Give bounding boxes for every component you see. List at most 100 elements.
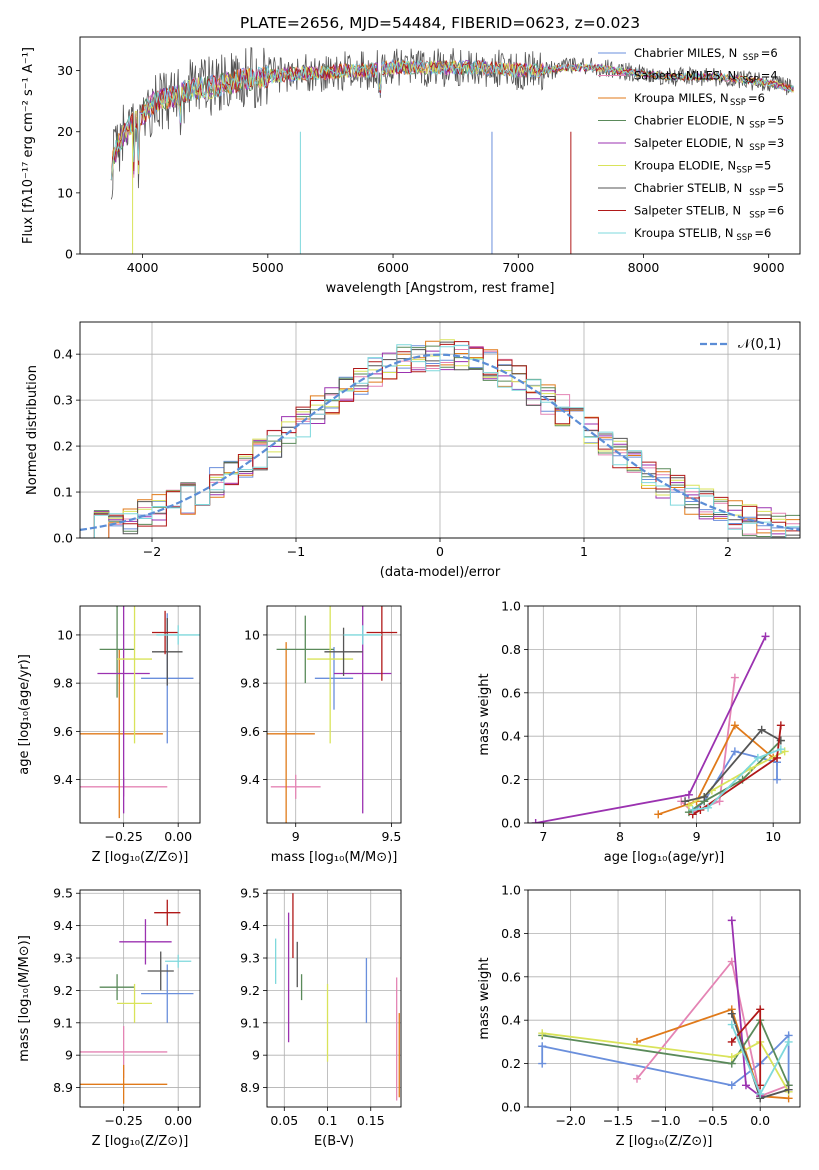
mass_vs_Z-ytick-label: 9.2 — [53, 983, 73, 998]
legend-subscript: SSP — [743, 76, 759, 86]
weight-point-marker — [727, 916, 736, 925]
age_vs_Z-ytick-label: 9.4 — [53, 772, 73, 787]
mass_vs_Z-ylabel: mass [log₁₀(M/M⊙)] — [17, 935, 32, 1062]
legend-nssp: =6 — [754, 226, 771, 240]
age_vs_mass-xlabel: mass [log₁₀(M/M⊙)] — [271, 850, 398, 865]
mass_vs_Z-xlabel: Z [log₁₀(Z/Z⊙)] — [92, 1134, 189, 1149]
weight_vs_Z-xlabel: Z [log₁₀(Z/Z⊙)] — [616, 1134, 713, 1149]
residuals-xtick-label: 2 — [724, 544, 732, 559]
spectrum-ytick-label: 0 — [65, 247, 73, 262]
weight_vs_age-panel: 7 8 9 10 0.0 0.2 0.4 0.6 0.8 1.0 age [log₁₀(age/yr… — [477, 599, 801, 865]
normal-reference-curve — [80, 353, 800, 531]
weight-series-line — [535, 636, 767, 823]
spectrum-xtick-label: 8000 — [628, 260, 660, 275]
weight_vs_Z-panel: −2.0 −1.5 −1.0 −0.5 0.0 0.0 0.2 0.4 0.6 0.8 1.0 Z [… — [477, 883, 801, 1149]
legend-label: Chabrier ELODIE, N — [634, 114, 745, 128]
weight-point-marker — [727, 1037, 736, 1046]
residuals-ytick-label: 0.2 — [53, 439, 73, 454]
weight-point-marker — [753, 753, 762, 762]
weight-series-line — [692, 725, 782, 816]
weight-point-marker — [727, 1009, 736, 1018]
residuals-xtick-label: −1 — [287, 544, 305, 559]
mass_vs_ebv-plot-area — [274, 893, 400, 1101]
axes-frame — [79, 889, 201, 1108]
mass_vs_ebv-ytick-label: 9.1 — [240, 1015, 260, 1030]
weight_vs_Z-ytick-label: 0.0 — [501, 1100, 521, 1115]
weight-series-line — [688, 739, 782, 813]
weight-series-line — [658, 723, 774, 816]
weight_vs_age-xtick-label: 7 — [539, 829, 547, 844]
age_vs_mass-ytick-label: 9.6 — [240, 724, 260, 739]
age_vs_Z-xlabel: Z [log₁₀(Z/Z⊙)] — [92, 850, 189, 865]
weight_vs_Z-plot-area — [538, 916, 793, 1103]
weight-point-marker — [756, 1005, 765, 1014]
residuals-ytick-label: 0.0 — [53, 531, 73, 546]
mass_vs_Z-ytick-label: 9 — [65, 1048, 73, 1063]
weight_vs_Z-xtick-label: −2.0 — [555, 1113, 585, 1128]
mass_vs_ebv-xtick-label: 0.05 — [270, 1113, 298, 1128]
age_vs_Z-panel: −0.25 0.00 9.4 9.6 9.8 10 Z [log₁₀(Z/Z⊙)] age [… — [17, 605, 201, 865]
weight-point-marker — [727, 1081, 736, 1090]
weight_vs_age-ytick-label: 0.8 — [501, 642, 521, 657]
mass_vs_ebv-ytick-label: 9 — [252, 1048, 260, 1063]
weight-point-marker — [688, 805, 697, 814]
legend-label: Salpeter MILES, N — [634, 69, 736, 83]
axes-frame — [79, 36, 801, 255]
age_vs_Z-plot-area — [80, 606, 200, 819]
residuals-xtick-label: 0 — [436, 544, 444, 559]
legend-label: Chabrier MILES, N — [634, 46, 737, 60]
weight-point-marker — [727, 1020, 736, 1029]
mass_vs_Z-ytick-label: 9.3 — [53, 951, 73, 966]
weight-point-marker — [730, 747, 739, 756]
legend-subscript: SSP — [749, 121, 765, 131]
weight_vs_age-xtick-label: 10 — [765, 829, 781, 844]
age_vs_Z-ylabel: age [log₁₀(age/yr)] — [17, 654, 32, 775]
legend-label: Chabrier STELIB, N — [634, 181, 742, 195]
residuals-panel: −2 −1 0 1 2 0.0 0.1 0.2 0.3 0.4 (data-model)/error… — [25, 321, 801, 580]
weight-point-marker — [684, 801, 693, 810]
spectrum-xtick-label: 5000 — [252, 260, 284, 275]
spectrum-panel: 4000 5000 6000 7000 8000 9000 0 10 20 30 wavelengt… — [21, 36, 801, 296]
age_vs_Z-ytick-label: 9.8 — [53, 676, 73, 691]
legend-subscript: SSP — [749, 143, 765, 153]
spectrum-ytick-label: 10 — [57, 185, 73, 200]
spectrum-xtick-label: 6000 — [377, 260, 409, 275]
mass_vs_ebv-ytick-label: 9.3 — [240, 951, 260, 966]
legend-nssp: =6 — [767, 204, 784, 218]
weight_vs_Z-ytick-label: 1.0 — [501, 883, 521, 898]
spectrum-ytick-label: 20 — [57, 124, 73, 139]
legend-subscript: SSP — [743, 53, 759, 63]
legend-nssp: =5 — [767, 114, 784, 128]
weight-point-marker — [757, 725, 766, 734]
spectrum-plot-area — [110, 46, 794, 254]
residuals-ylabel: Normed distribution — [25, 365, 40, 495]
spectrum-xtick-label: 4000 — [127, 260, 159, 275]
weight_vs_Z-ytick-label: 0.4 — [501, 1013, 521, 1028]
weight_vs_age-ytick-label: 0.0 — [501, 816, 521, 831]
legend-label: 𝒩(0,1) — [738, 337, 781, 352]
weight_vs_Z-ytick-label: 0.6 — [501, 969, 521, 984]
legend-nssp: =6 — [761, 46, 778, 60]
legend-nssp: =3 — [767, 136, 784, 150]
weight_vs_age-ylabel: mass weight — [477, 673, 492, 755]
mass_vs_Z-plot-area — [80, 899, 194, 1104]
weight-point-marker — [756, 1089, 765, 1098]
residuals-xlabel: (data-model)/error — [380, 565, 501, 580]
axes-frame — [266, 605, 402, 824]
mass_vs_ebv-xtick-label: 0.15 — [357, 1113, 385, 1128]
weight-point-marker — [776, 721, 785, 730]
weight-point-marker — [773, 753, 782, 762]
residuals-ytick-label: 0.1 — [53, 485, 73, 500]
spectrum-ylabel: Flux [fλ10⁻¹⁷ erg cm⁻² s⁻¹ A⁻¹] — [21, 47, 36, 244]
weight-point-marker — [776, 745, 785, 754]
age_vs_mass-ytick-label: 10 — [244, 627, 260, 642]
weight-point-marker — [784, 1085, 793, 1094]
weight_vs_age-plot-area — [531, 632, 789, 823]
weight_vs_Z-xtick-label: 0.0 — [750, 1113, 770, 1128]
spectrum-xlabel: wavelength [Angstrom, rest frame] — [326, 281, 555, 296]
mass_vs_Z-panel: −0.25 0.00 8.9 9 9.1 9.2 9.3 9.4 9.5 Z [log₁₀(Z/Z… — [17, 886, 201, 1149]
figure-title: PLATE=2656, MJD=54484, FIBERID=0623, z=0… — [240, 14, 640, 32]
weight-point-marker — [681, 797, 690, 806]
residuals-xtick-label: 1 — [580, 544, 588, 559]
age_vs_mass-plot-area — [267, 606, 398, 823]
